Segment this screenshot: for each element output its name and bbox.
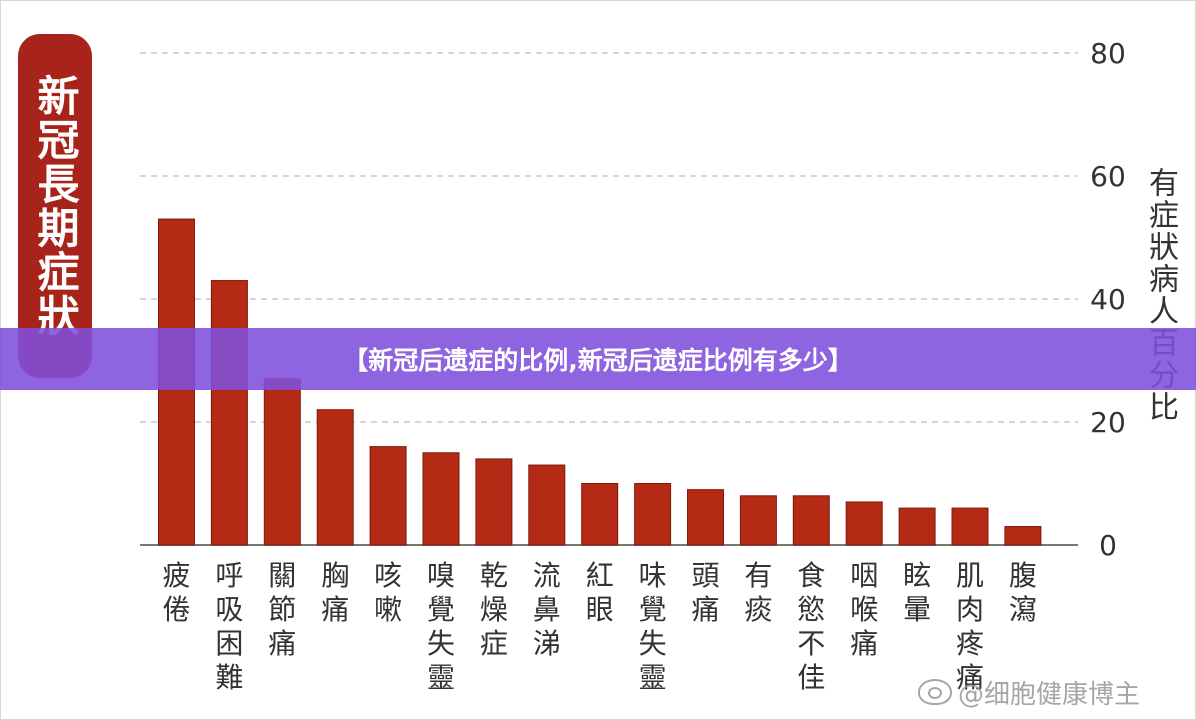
x-tick-label: 肌肉疼痛 xyxy=(956,559,984,694)
x-tick-label: 嗅覺失靈 xyxy=(427,559,455,694)
x-tick-label: 咽喉痛 xyxy=(850,559,878,660)
x-tick-labels: 疲倦呼吸困難關節痛胸痛咳嗽嗅覺失靈乾燥症流鼻涕紅眼味覺失靈頭痛有痰食慾不佳咽喉痛… xyxy=(162,559,1036,694)
x-tick-label: 呼吸困難 xyxy=(215,559,243,694)
bar xyxy=(263,378,301,546)
bar xyxy=(528,464,566,546)
bar xyxy=(581,483,619,546)
x-tick-label: 味覺失靈 xyxy=(639,559,667,694)
x-tick-label: 流鼻涕 xyxy=(533,559,561,660)
bar xyxy=(792,495,830,546)
x-tick-label: 疲倦 xyxy=(162,559,190,626)
x-tick-label: 乾燥症 xyxy=(480,559,508,660)
x-tick-label: 腹瀉 xyxy=(1009,559,1037,626)
chart-title: 新冠長期症狀 xyxy=(18,34,92,378)
bar xyxy=(845,501,883,546)
y-tick-label: 40 xyxy=(1090,283,1126,316)
x-tick-label: 胸痛 xyxy=(321,559,349,626)
bar xyxy=(369,446,407,546)
x-tick-label: 咳嗽 xyxy=(374,559,402,626)
bar xyxy=(316,409,354,546)
bar xyxy=(210,280,248,546)
x-tick-label: 有痰 xyxy=(744,559,772,626)
article-banner: 【新冠后遗症的比例,新冠后遗症比例有多少】 xyxy=(0,328,1196,390)
bar xyxy=(951,507,989,546)
bar xyxy=(422,452,460,546)
x-tick-label: 關節痛 xyxy=(268,559,296,660)
y-tick-label: 60 xyxy=(1090,160,1126,193)
x-tick-label: 食慾不佳 xyxy=(797,559,825,694)
watermark: @细胞健康博主 xyxy=(918,672,1188,712)
y-tick-labels: 0 20 40 60 80 xyxy=(1090,37,1126,562)
x-tick-label: 頭痛 xyxy=(691,559,719,626)
y-tick-label: 80 xyxy=(1090,37,1126,70)
bar xyxy=(634,483,672,546)
x-tick-label: 紅眼 xyxy=(586,559,614,626)
bar xyxy=(739,495,777,546)
bar xyxy=(898,507,936,546)
watermark-text: @细胞健康博主 xyxy=(958,679,1141,710)
weibo-icon xyxy=(918,679,952,705)
bar xyxy=(1004,526,1042,546)
bar xyxy=(475,458,513,546)
y-axis-label: 有症狀病人百分比 xyxy=(1143,167,1178,423)
y-tick-label: 20 xyxy=(1090,406,1126,439)
bar xyxy=(687,489,724,546)
x-tick-label: 眩暈 xyxy=(903,559,931,626)
y-tick-label: 0 xyxy=(1099,529,1117,562)
